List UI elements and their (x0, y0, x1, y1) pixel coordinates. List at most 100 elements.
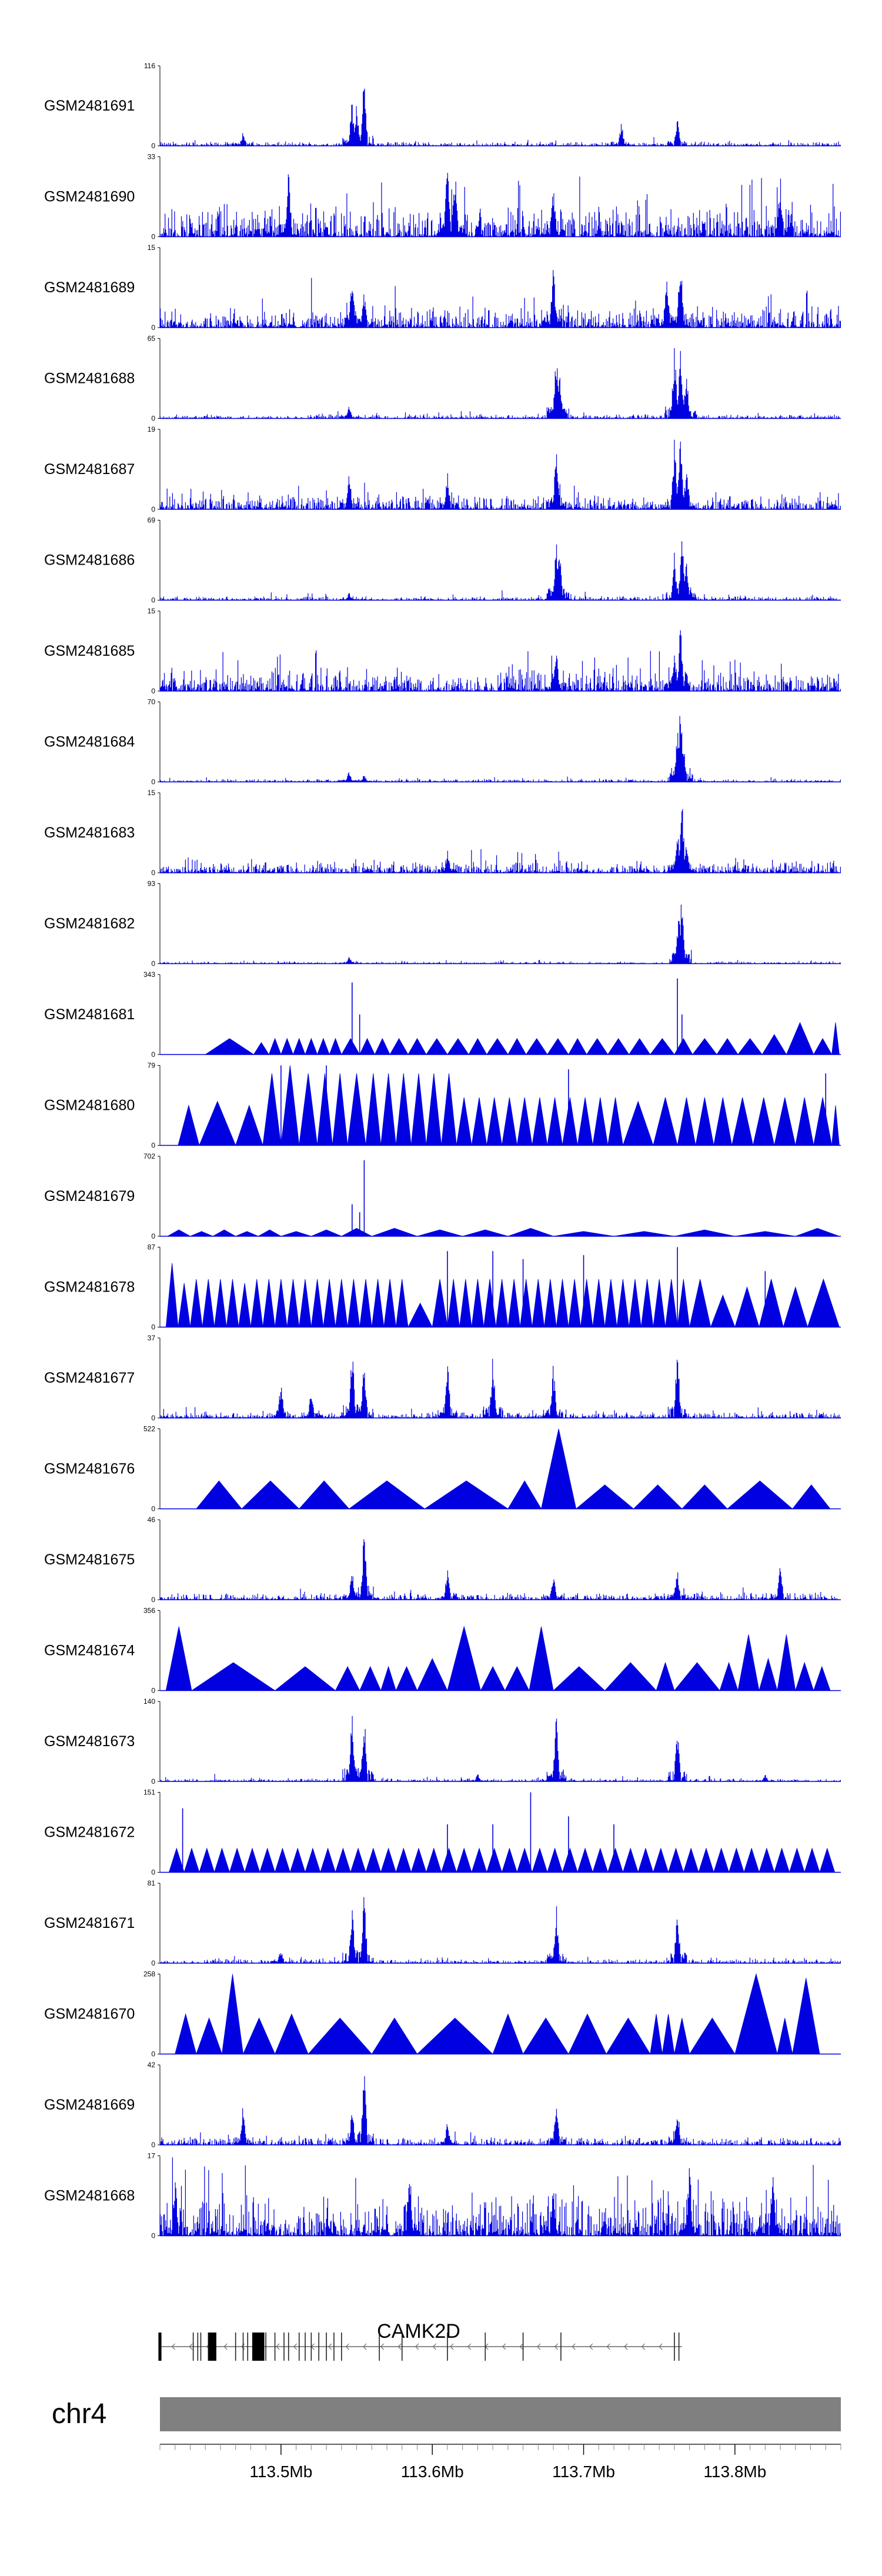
gene-exon-block (158, 2333, 162, 2361)
signal-peak (532, 1847, 548, 1873)
signal-bars (160, 270, 841, 328)
track-signal (160, 1539, 841, 1600)
signal-bars (160, 88, 841, 146)
signal-peak (831, 1022, 840, 1055)
signal-peak (656, 1661, 675, 1691)
track-label: GSM2481670 (44, 2006, 135, 2023)
track-label: GSM2481672 (44, 1824, 135, 1841)
signal-peak (165, 1626, 192, 1691)
signal-peak (592, 1279, 606, 1327)
gene-exon-block (252, 2333, 265, 2361)
track-signal (160, 1716, 841, 1781)
signal-peak (456, 1097, 472, 1146)
signal-peak (259, 1847, 276, 1873)
strand-chevron (624, 2343, 628, 2350)
signal-peak (371, 1279, 385, 1327)
signal-peak (389, 1037, 409, 1055)
track-GSM2481680: GSM2481680 79 0 (44, 1062, 841, 1150)
track-GSM2481679: GSM2481679 702 0 (44, 1152, 841, 1240)
track-ymin-label: 0 (151, 869, 155, 877)
signal-peak (323, 1279, 336, 1327)
signal-peak (677, 1279, 690, 1327)
track-ymax-label: 15 (148, 789, 156, 797)
signal-peak (190, 1279, 203, 1327)
track-ymax-label: 15 (148, 243, 156, 252)
signal-peak (190, 1231, 213, 1237)
track-ymin-label: 0 (151, 142, 155, 150)
signal-peak (695, 1097, 714, 1146)
track-label: GSM2481684 (44, 734, 135, 750)
chromosome-label: chr4 (52, 2398, 106, 2430)
signal-bars (160, 1539, 841, 1600)
signal-peak (426, 1847, 442, 1873)
track-GSM2481683: GSM2481683 15 0 (44, 789, 841, 877)
track-ymin-label: 0 (151, 323, 155, 332)
track-signal (160, 348, 840, 419)
signal-peak (383, 1279, 396, 1327)
signal-peak (275, 2013, 309, 2054)
signal-peak (305, 1847, 321, 1873)
track-signal (166, 1160, 840, 1237)
track-ymin-label: 0 (151, 687, 155, 695)
track-signal (160, 88, 841, 146)
signal-peak (257, 1229, 282, 1237)
track-label: GSM2481683 (44, 825, 135, 841)
signal-peak (235, 1105, 263, 1146)
signal-peak (734, 1973, 778, 2054)
signal-peak (262, 1073, 282, 1146)
track-label: GSM2481668 (44, 2188, 135, 2204)
ideogram-track: chr4 (52, 2397, 841, 2431)
track-ymin-label: 0 (151, 1505, 155, 1513)
signal-peak (226, 1279, 239, 1327)
signal-peak (759, 1279, 784, 1327)
signal-peak (486, 1038, 509, 1055)
signal-peak (350, 1847, 366, 1873)
track-ymin-label: 0 (151, 1050, 155, 1059)
signal-bars (160, 630, 841, 691)
signal-peak (359, 1037, 376, 1055)
signal-peak (689, 2017, 736, 2054)
signal-peak (529, 1626, 554, 1691)
signal-peak (410, 1847, 427, 1873)
signal-peak (199, 1100, 236, 1146)
track-GSM2481686: GSM2481686 69 0 (44, 516, 841, 605)
signal-peak (426, 1073, 442, 1146)
signal-peak (653, 1279, 666, 1327)
signal-peak (168, 1847, 185, 1873)
signal-peak (286, 1279, 300, 1327)
signal-peak (347, 1073, 366, 1146)
signal-peak (262, 1279, 276, 1327)
signal-peak (507, 1037, 527, 1055)
signal-peak (795, 1227, 840, 1237)
signal-peak (335, 1666, 360, 1691)
signal-peak (471, 1097, 487, 1146)
signal-peak (604, 1279, 617, 1327)
track-ymax-label: 33 (148, 153, 156, 161)
track-ymin-label: 0 (151, 778, 155, 786)
signal-peak (335, 1279, 348, 1327)
signal-peak (395, 1279, 409, 1327)
signal-peak (341, 1037, 360, 1055)
signal-peak (795, 1661, 814, 1691)
signal-peak (471, 1279, 485, 1327)
signal-peak (417, 1229, 463, 1237)
track-ymax-label: 65 (148, 335, 156, 343)
strand-chevron (415, 2343, 419, 2350)
signal-peak (607, 1038, 630, 1055)
signal-peak (212, 1229, 237, 1237)
signal-peak (468, 1037, 487, 1055)
signal-peak (577, 1097, 593, 1146)
signal-peak (447, 1626, 482, 1691)
signal-peak (280, 1065, 300, 1146)
signal-peak (241, 1480, 300, 1509)
track-ymax-label: 81 (148, 1879, 156, 1887)
track-ymax-label: 46 (148, 1516, 156, 1524)
track-ymax-label: 79 (148, 1062, 156, 1070)
signal-peak (165, 1263, 179, 1327)
strand-chevron (276, 2343, 280, 2350)
track-ymax-label: 87 (148, 1243, 156, 1252)
signal-peak (214, 1847, 230, 1873)
signal-peak (520, 1279, 533, 1327)
gene-label: CAMK2D (377, 2320, 460, 2343)
signal-peak (674, 1229, 735, 1237)
